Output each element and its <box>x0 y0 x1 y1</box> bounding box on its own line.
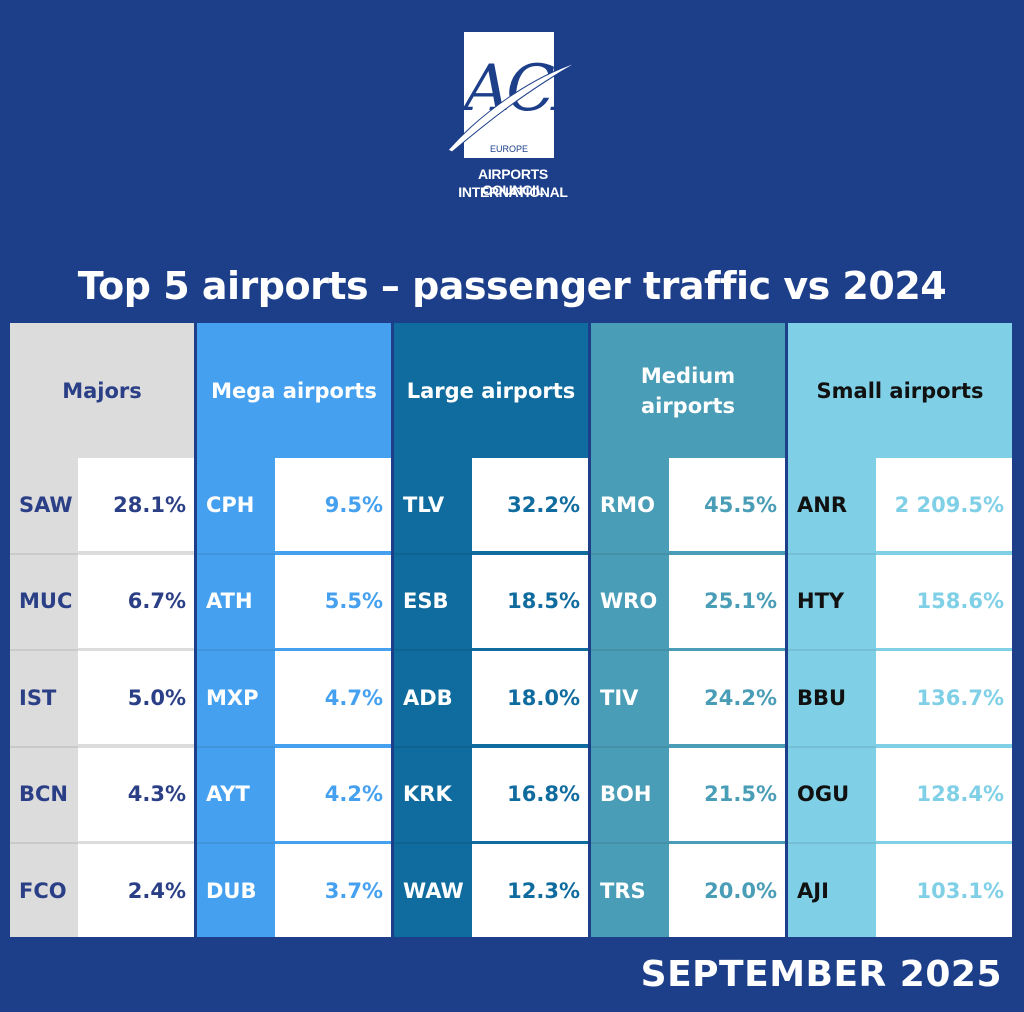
airport-code: BBU <box>797 685 847 710</box>
row-divider <box>10 745 78 748</box>
traffic-change-value: 16.8% <box>472 747 588 841</box>
row-divider <box>394 745 472 748</box>
airport-code: SAW <box>19 492 73 517</box>
airport-code: IST <box>19 685 57 710</box>
traffic-change-value: 32.2% <box>472 458 588 551</box>
traffic-change-value: 9.5% <box>275 458 391 551</box>
column-header: Large airports <box>406 378 576 403</box>
traffic-change-value: 24.2% <box>669 651 785 744</box>
traffic-change-value: 25.1% <box>669 554 785 648</box>
airport-code: ANR <box>797 492 847 517</box>
airport-code: ESB <box>403 589 449 613</box>
airport-code: AYT <box>206 782 250 806</box>
traffic-change-value: 18.0% <box>472 651 588 744</box>
airport-code: WRO <box>600 589 658 613</box>
airport-code: HTY <box>797 589 845 613</box>
airport-code: WAW <box>403 878 464 903</box>
logo-line-1: AIRPORTS COUNCIL <box>478 166 548 198</box>
footer-date: SEPTEMBER 2025 <box>640 954 1002 995</box>
traffic-change-value: 2 209.5% <box>876 458 1012 551</box>
airport-code: MUC <box>19 589 73 613</box>
row-divider <box>197 649 275 651</box>
traffic-change-value: 12.3% <box>472 844 588 937</box>
column-header: Majors <box>62 378 142 403</box>
column-header: Small airports <box>816 378 984 403</box>
traffic-change-value: 5.5% <box>275 554 391 648</box>
row-divider <box>394 552 472 555</box>
airport-table: Majors SAW 28.1% MUC 6.7% IST 5.0% BCN 4.3% FCO 2.… <box>10 323 1012 937</box>
airport-code: FCO <box>19 878 67 903</box>
column-header: Medium airports <box>640 363 736 418</box>
traffic-change-value: 28.1% <box>78 458 194 551</box>
traffic-change-value: 128.4% <box>876 747 1012 841</box>
airport-code: CPH <box>206 492 255 517</box>
airport-code: BCN <box>19 782 68 806</box>
row-divider <box>591 649 669 651</box>
traffic-change-value: 4.7% <box>275 651 391 744</box>
row-divider <box>788 649 876 651</box>
row-divider <box>197 745 275 748</box>
traffic-change-value: 136.7% <box>876 651 1012 744</box>
airport-code: BOH <box>600 782 652 806</box>
row-divider <box>788 552 876 555</box>
row-divider <box>788 745 876 748</box>
airport-code: TRS <box>600 878 646 903</box>
column-header: Mega airports <box>211 378 377 403</box>
logo-box <box>464 32 554 158</box>
column-medium-airports: Medium airports RMO 45.5% WRO 25.1% TIV 24.2% B… <box>591 323 785 937</box>
column-large-airports: Large airports TLV 32.2% ESB 18.5% ADB 18.0% KR… <box>394 323 588 937</box>
traffic-change-value: 4.3% <box>78 747 194 841</box>
traffic-change-value: 5.0% <box>78 651 194 744</box>
column-mega-airports: Mega airports CPH 9.5% ATH 5.5% MXP 4.7% AYT 4.2… <box>197 323 391 937</box>
airport-code: MXP <box>206 685 259 710</box>
airport-code: OGU <box>797 782 850 806</box>
row-divider <box>10 552 78 555</box>
row-divider <box>10 842 78 844</box>
logo-line-2: INTERNATIONAL <box>458 184 568 200</box>
traffic-change-value: 45.5% <box>669 458 785 551</box>
row-divider <box>788 842 876 844</box>
traffic-change-value: 158.6% <box>876 554 1012 648</box>
row-divider <box>591 842 669 844</box>
row-divider <box>197 842 275 844</box>
airport-code: DUB <box>206 878 257 903</box>
logo-swoosh-icon <box>447 61 579 153</box>
traffic-change-value: 21.5% <box>669 747 785 841</box>
row-divider <box>591 745 669 748</box>
row-divider <box>394 649 472 651</box>
aci-logo: ACI EUROPE AIRPORTS COUNCIL INTERNATIONA… <box>446 28 580 208</box>
airport-code: RMO <box>600 492 655 517</box>
traffic-change-value: 103.1% <box>876 844 1012 937</box>
airport-code: KRK <box>403 782 452 806</box>
airport-code: ATH <box>206 589 253 613</box>
row-divider <box>197 552 275 555</box>
traffic-change-value: 6.7% <box>78 554 194 648</box>
column-small-airports: Small airports ANR 2 209.5% HTY 158.6% BBU 136… <box>788 323 1012 937</box>
airport-code: AJI <box>797 878 829 903</box>
traffic-change-value: 20.0% <box>669 844 785 937</box>
traffic-change-value: 18.5% <box>472 554 588 648</box>
row-divider <box>394 842 472 844</box>
airport-code: ADB <box>403 685 453 710</box>
row-divider <box>10 649 78 651</box>
traffic-change-value: 3.7% <box>275 844 391 937</box>
traffic-change-value: 4.2% <box>275 747 391 841</box>
row-divider <box>591 552 669 555</box>
logo-region: EUROPE <box>489 144 528 154</box>
airport-code: TIV <box>600 685 639 710</box>
chart-title: Top 5 airports – passenger traffic vs 20… <box>77 264 947 308</box>
column-majors: Majors SAW 28.1% MUC 6.7% IST 5.0% BCN 4.3% FCO 2.… <box>10 323 194 937</box>
airport-code: TLV <box>403 492 445 517</box>
traffic-change-value: 2.4% <box>78 844 194 937</box>
